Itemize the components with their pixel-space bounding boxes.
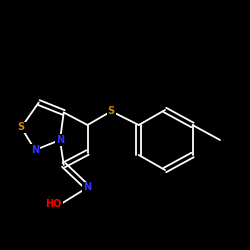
Text: N: N (56, 135, 64, 145)
Text: S: S (18, 122, 25, 132)
Text: N: N (31, 145, 39, 155)
Text: N: N (84, 182, 92, 192)
Text: S: S (108, 106, 115, 116)
Text: HO: HO (46, 199, 62, 209)
